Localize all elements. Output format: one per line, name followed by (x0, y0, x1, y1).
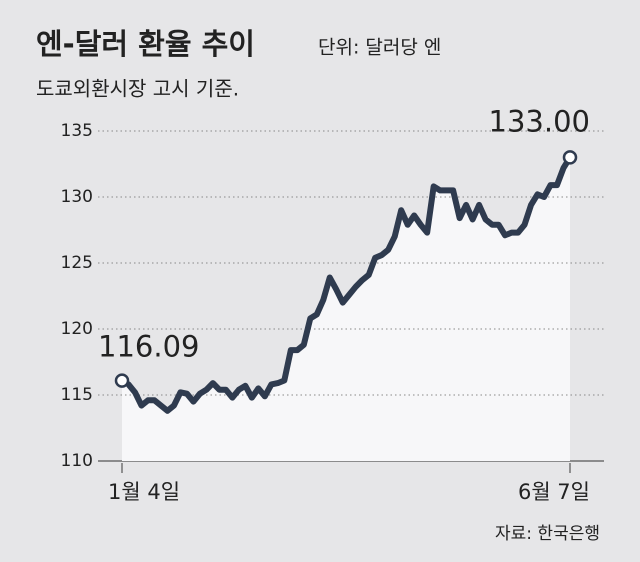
line (119, 154, 573, 414)
value-label: 133.00 (489, 104, 590, 138)
x-tick-label: 6월 7일 (518, 480, 590, 504)
chart-title: 엔-달러 환율 추이 (36, 27, 255, 61)
source: 자료: 한국은행 (495, 524, 600, 544)
x-tick-label: 1월 4일 (108, 480, 180, 504)
end-point (562, 150, 578, 165)
y-tick-label: 115 (61, 385, 93, 405)
y-tick-label: 120 (61, 319, 93, 339)
unit-label: 단위: 달러당 엔 (318, 37, 441, 59)
subtitle: 도쿄외환시장 고시 기준. (36, 77, 239, 101)
y-tick-label: 110 (61, 451, 93, 471)
y-tick-label: 130 (61, 187, 93, 207)
value-label: 116.09 (98, 330, 199, 364)
y-tick-label: 135 (61, 121, 93, 141)
y-tick-label: 125 (61, 253, 93, 273)
area (122, 157, 570, 461)
end-point (114, 373, 130, 388)
